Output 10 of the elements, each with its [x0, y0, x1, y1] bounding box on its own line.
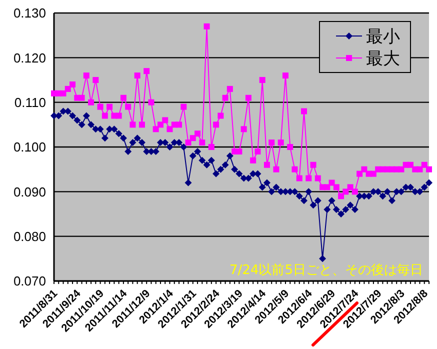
y-tick-label: 0.070 — [13, 274, 46, 289]
legend-label: 最大 — [366, 48, 400, 70]
y-tick-label: 0.130 — [13, 6, 46, 21]
annotation: 7/24以前5日ごと、その後は毎日 — [230, 262, 423, 279]
legend-label: 最小 — [366, 26, 400, 48]
y-tick-label: 0.110 — [14, 94, 46, 110]
y-tick-label: 0.120 — [13, 50, 46, 66]
y-tick-label: 0.090 — [13, 184, 46, 200]
y-tick-label: 0.100 — [13, 140, 46, 155]
y-tick-label: 0.080 — [13, 228, 46, 244]
